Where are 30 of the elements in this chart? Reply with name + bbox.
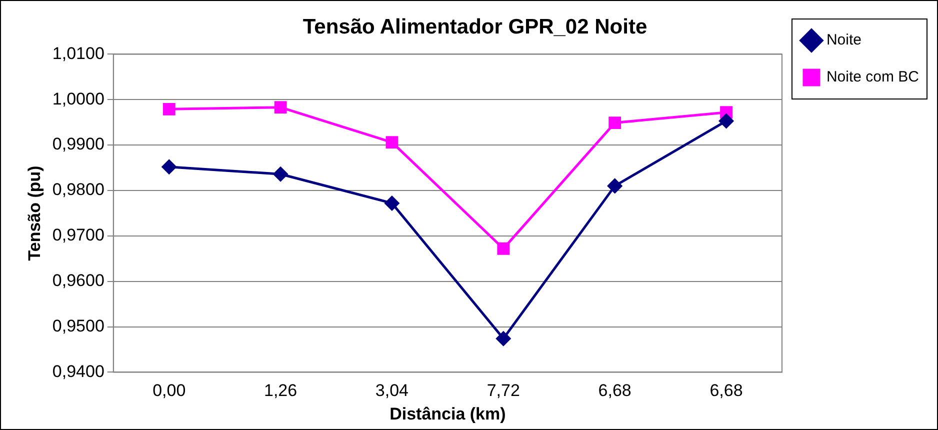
y-tick-label: 0,9700: [52, 226, 104, 245]
y-tick-label: 1,0000: [52, 89, 104, 108]
y-tick-label: 0,9500: [52, 316, 104, 336]
x-tick-label: 3,04: [375, 381, 409, 400]
y-axis-title: Tensão (pu): [24, 166, 44, 261]
y-tick-label: 0,9800: [52, 180, 104, 200]
y-tick-label: 1,0100: [52, 44, 104, 63]
point: [162, 102, 176, 116]
x-tick-label: 1,26: [264, 381, 298, 400]
point: [274, 101, 287, 114]
point: [386, 136, 398, 149]
chart-title: Tensão Alimentador GPR_02 Noite: [302, 15, 648, 38]
x-tick-label: 7,72: [486, 381, 520, 400]
x-tick-label: 0,00: [152, 381, 186, 400]
point: [162, 160, 176, 174]
y-tick-label: 0,9900: [52, 134, 104, 154]
x-tick-label: 6,68: [598, 381, 632, 400]
legend-label: Noite com BC: [826, 68, 920, 86]
x-tick-label: 6,68: [710, 381, 743, 400]
x-axis-title: Distância (km): [390, 404, 506, 424]
point: [719, 114, 734, 128]
point: [497, 242, 510, 255]
y-tick-label: 0,9400: [52, 362, 104, 381]
point: [608, 116, 622, 129]
point: [273, 166, 288, 182]
point: [608, 178, 622, 194]
legend-label: Noite: [826, 32, 862, 49]
y-tick-label: 0,9600: [52, 271, 104, 290]
point: [384, 196, 400, 210]
point: [496, 331, 511, 346]
